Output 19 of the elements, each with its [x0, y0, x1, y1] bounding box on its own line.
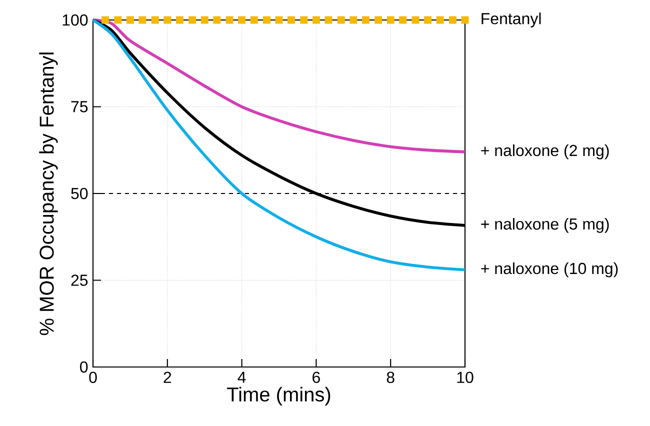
x-tick-label: 2	[164, 372, 172, 383]
series-label: + naloxone (10 mg)	[481, 262, 618, 278]
x-tick-label: 0	[89, 372, 97, 384]
series-label: + naloxone (2 mg)	[481, 144, 609, 160]
y-tick-label: 0	[80, 361, 88, 373]
x-tick-label: 10	[457, 372, 474, 384]
x-tick-label: 8	[386, 372, 394, 384]
y-axis-title: % MOR Occupancy by Fentanyl	[39, 52, 58, 336]
line-series	[92, 18, 466, 272]
y-tick-label: 100	[62, 14, 88, 26]
x-axis-title: Time (mins)	[227, 386, 330, 406]
x-tick-label: 4	[238, 372, 246, 383]
x-tick-label: 6	[312, 372, 320, 384]
y-tick-label: 50	[71, 188, 88, 200]
line-series	[92, 18, 466, 154]
y-tick-label: 25	[71, 274, 88, 286]
series-label: Fentanyl	[482, 12, 541, 28]
y-tick-label: 75	[71, 101, 88, 112]
series-label: + naloxone (5 mg)	[481, 218, 609, 233]
